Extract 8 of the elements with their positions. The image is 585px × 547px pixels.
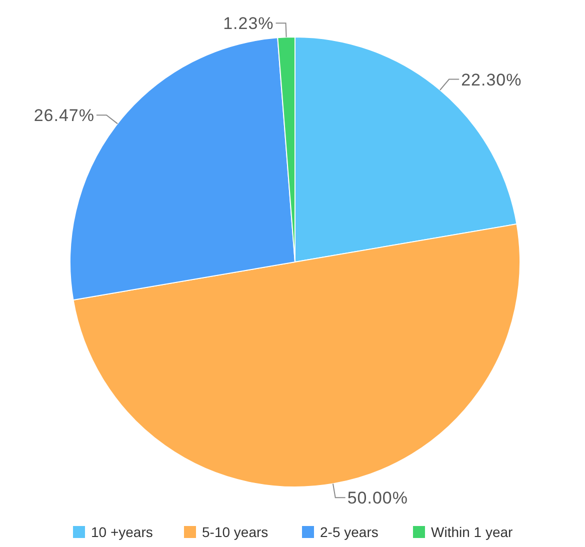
legend-label: 2-5 years: [320, 524, 378, 540]
data-label: 22.30%: [461, 70, 522, 90]
data-label: 50.00%: [347, 488, 408, 508]
data-label: 1.23%: [223, 14, 274, 34]
legend-label: 5-10 years: [202, 524, 268, 540]
legend-label: 10 +years: [91, 524, 153, 540]
data-label: 26.47%: [34, 106, 94, 126]
legend-label: Within 1 year: [431, 524, 514, 540]
